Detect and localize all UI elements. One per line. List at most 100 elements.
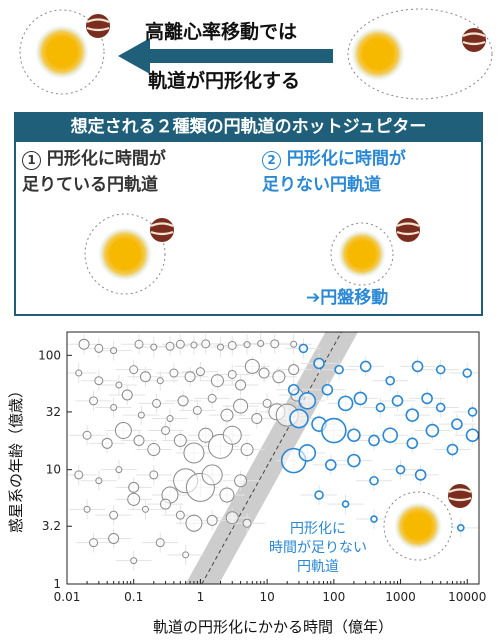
case2-number: 2: [262, 151, 281, 170]
gray-data-point: [198, 427, 214, 443]
case2-label: 2 円形化に時間が 足りない円軌道: [262, 146, 406, 198]
gray-data-point: [139, 371, 151, 383]
gray-data-point: [201, 339, 211, 349]
blue-data-point: [321, 383, 334, 396]
gray-data-point: [173, 433, 187, 447]
plot-frame: [66, 331, 480, 585]
blue-data-point: [324, 459, 337, 471]
gray-data-point: [115, 466, 123, 474]
gray-data-point: [121, 389, 133, 401]
blue-data-point: [435, 364, 446, 375]
gray-data-point: [220, 408, 234, 422]
blue-data-point: [321, 417, 347, 444]
y-tick-label: 3.2: [42, 519, 61, 533]
gray-data-point: [201, 464, 223, 486]
gray-data-point: [225, 511, 239, 525]
gray-data-point: [192, 405, 202, 415]
gray-data-point: [242, 518, 252, 528]
jupiter-icon: [448, 484, 472, 508]
blue-data-point: [451, 418, 463, 430]
panel-illustrations: [84, 213, 420, 295]
gray-data-point: [156, 377, 164, 385]
blue-data-point: [298, 343, 309, 354]
blue-data-point: [370, 515, 378, 523]
gray-data-point: [137, 411, 145, 419]
case1-label: 1 円形化に時間が 足りている円軌道: [22, 146, 166, 198]
x-tick-label: 0.01: [54, 590, 81, 604]
gray-data-point: [94, 376, 104, 386]
y-tick-label: 10: [46, 463, 61, 477]
blue-data-point: [456, 524, 465, 532]
blue-data-point: [405, 408, 420, 422]
gray-data-point: [251, 413, 263, 425]
case1-line1: 円形化に時間が: [46, 149, 166, 169]
blue-data-point: [391, 395, 404, 407]
gray-data-point: [206, 514, 218, 526]
gray-data-point: [78, 338, 90, 350]
x-tick-label: 0.1: [124, 590, 143, 604]
gray-data-point: [227, 369, 237, 379]
banner-title: 想定される２種類の円軌道のホットジュピター: [14, 112, 483, 142]
gray-data-point: [175, 339, 185, 349]
jupiter-bands: [448, 488, 472, 502]
gray-data-point: [272, 370, 286, 384]
blue-data-point: [368, 434, 380, 447]
blue-data-point: [414, 469, 427, 481]
gray-data-point: [222, 425, 242, 445]
gray-data-point: [177, 395, 189, 407]
blue-data-point: [462, 368, 473, 378]
gray-data-point: [101, 437, 113, 449]
blue-data-point: [375, 402, 386, 413]
jupiter-icon: [86, 14, 110, 38]
x-tick-label: 10000: [448, 590, 486, 604]
case2-line1: 円形化に時間が: [286, 149, 406, 169]
gray-data-point: [83, 505, 91, 513]
case2-line2: 足りない円軌道: [262, 175, 381, 195]
jupiter-icon: [150, 218, 174, 242]
blue-data-point: [435, 402, 446, 413]
star-icon: [35, 25, 89, 79]
x-axis-title: 軌道の円形化にかかる時間（億年）: [153, 618, 393, 636]
gray-data-point: [74, 470, 84, 480]
blue-data-point: [353, 391, 368, 406]
star-icon: [338, 230, 386, 278]
equality-line: [201, 332, 342, 584]
gray-data-point: [207, 393, 217, 403]
gray-data-point: [219, 487, 235, 503]
gray-data-point: [235, 379, 247, 391]
header-line-2: 軌道が円形化する: [148, 70, 301, 92]
blue-data-point: [446, 443, 459, 456]
gray-data-point: [149, 470, 159, 480]
case1-system: [84, 213, 174, 295]
gray-data-point: [133, 434, 145, 446]
blue-data-point: [467, 407, 478, 417]
blue-data-point: [406, 437, 419, 450]
gray-data-point: [152, 398, 162, 408]
gray-data-point: [141, 505, 149, 513]
annotation-line: 円軌道: [297, 559, 339, 575]
gray-data-point: [175, 510, 185, 520]
circular-orbit-system-left: [19, 9, 110, 95]
blue-data-point: [411, 360, 424, 373]
gray-data-point: [155, 538, 165, 548]
gray-data-point: [127, 492, 141, 506]
gray-data-point: [161, 426, 171, 436]
gray-data-point: [195, 367, 205, 377]
star-icon: [394, 502, 442, 550]
blue-data-point: [313, 357, 325, 370]
header-line-1: 高離心率移動では: [145, 21, 298, 43]
star-icon: [98, 227, 152, 281]
gray-data-point: [240, 443, 254, 457]
y-tick-label: 100: [38, 348, 61, 362]
two-cases-panel: [14, 142, 483, 316]
gray-data-point: [130, 557, 138, 565]
annotation-line: 円形化に: [290, 521, 346, 537]
gray-data-point: [94, 343, 104, 353]
left-arrow-icon: [118, 38, 333, 74]
star-icon: [351, 27, 405, 81]
annotation-line: 時間が足りない: [269, 540, 367, 556]
blue-data-point: [287, 383, 300, 396]
top-illustrations: [19, 8, 493, 100]
gray-data-point: [184, 371, 196, 383]
